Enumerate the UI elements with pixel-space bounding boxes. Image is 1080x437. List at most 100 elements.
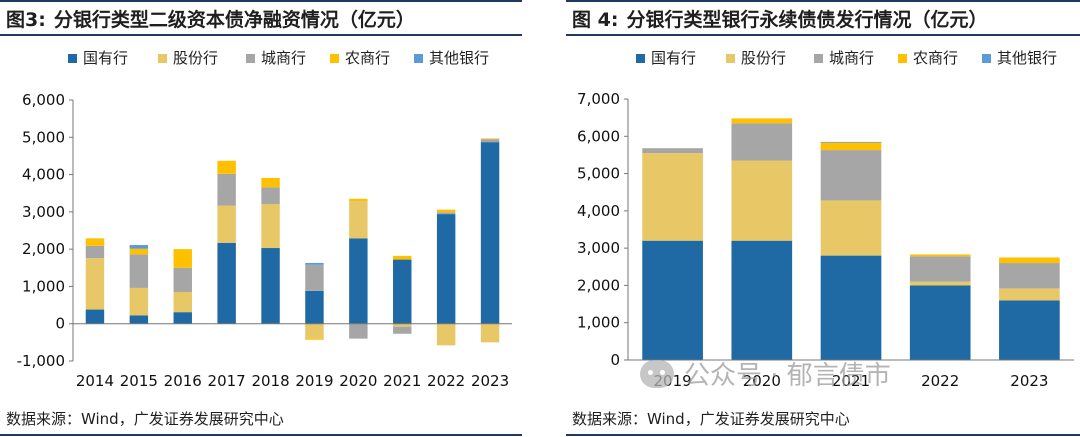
bar-segment (261, 248, 280, 324)
legend-item: 城商行 (246, 49, 306, 67)
data-source: 数据来源：Wind，广发证券发展研究中心 (6, 410, 284, 428)
legend-label: 国有行 (83, 49, 128, 67)
legend-label: 城商行 (829, 49, 874, 67)
legend-swatch (330, 54, 339, 63)
bar-segment (820, 141, 882, 143)
bar-segment (731, 160, 793, 241)
legend-item: 其他银行 (982, 49, 1057, 67)
bar-segment (305, 323, 324, 339)
legend-swatch (982, 54, 991, 63)
legend-label: 股份行 (741, 49, 786, 67)
bar-segment (909, 281, 971, 286)
bar-segment (305, 262, 324, 265)
legend-label: 股份行 (173, 49, 218, 67)
bar-segment (261, 177, 280, 188)
bar-segment (85, 238, 105, 246)
bar-segment (173, 249, 192, 268)
bar-segment (129, 245, 149, 249)
bar-segment (999, 257, 1060, 264)
legend-item: 股份行 (726, 49, 786, 67)
bar-segment (731, 118, 793, 124)
chart-right-svg: 国有行 股份行 城商行 农商行 其他银行 7,000 6,000 5,000 4,000 3,00… (577, 49, 1074, 390)
legend-item: 城商行 (814, 49, 874, 67)
legend-swatch (158, 54, 167, 63)
bar-segment (85, 245, 105, 259)
legend-label: 城商行 (261, 49, 306, 67)
y-tick-label: 7,000 (577, 90, 620, 108)
bar-segment (731, 240, 793, 360)
data-source: 数据来源：Wind，广发证券发展研究中心 (572, 410, 850, 428)
legend-item: 股份行 (158, 49, 218, 67)
figure-label: 图3: (6, 8, 46, 31)
x-tick-label: 2015 (120, 372, 158, 390)
legend-item: 农商行 (330, 49, 390, 67)
bar-segment (642, 153, 703, 241)
legend-item: 其他银行 (414, 49, 489, 67)
y-tick-label: 4,000 (577, 202, 620, 220)
bar-segment (129, 315, 149, 324)
x-tick-label: 2016 (164, 372, 202, 390)
y-tick-label: -1,000 (17, 352, 65, 370)
bar-segment (217, 242, 236, 324)
x-tick-label: 2020 (743, 372, 781, 390)
bar-segment (173, 312, 192, 324)
bar-segment (217, 205, 236, 243)
x-tick-label: 2022 (921, 372, 959, 390)
bar-segment (129, 254, 149, 288)
bar-segment (480, 138, 500, 140)
bar-segment (217, 160, 236, 174)
legend-swatch (636, 54, 645, 63)
bottom-rule (566, 434, 1080, 436)
x-tick-label: 2019 (295, 372, 333, 390)
bar-segment (305, 264, 324, 291)
y-tick-label: 2,000 (577, 276, 620, 294)
x-tick-label: 2022 (427, 372, 465, 390)
x-tick-label: 2023 (1010, 372, 1048, 390)
bar-segment (642, 148, 703, 154)
legend-item: 农商行 (898, 49, 958, 67)
bar-segment (349, 323, 368, 339)
bar-segment (261, 187, 280, 205)
y-tick-label: 2,000 (22, 240, 65, 258)
x-tick-label: 2021 (832, 372, 870, 390)
bar-segment (173, 267, 192, 293)
x-tick-label: 2017 (208, 372, 246, 390)
bar-segment (217, 173, 236, 206)
wechat-icon (640, 359, 674, 388)
bar-segment (436, 209, 456, 213)
y-tick-label: 3,000 (22, 203, 65, 221)
bar-segment (999, 300, 1060, 360)
x-tick-label: 2020 (339, 372, 377, 390)
y-tick-label: 5,000 (22, 128, 65, 146)
figure-label: 图 4: (572, 8, 619, 31)
legend-item: 国有行 (68, 49, 128, 67)
y-tick-label: 1,000 (577, 314, 620, 332)
legend-label: 国有行 (651, 49, 696, 67)
legend-swatch (898, 54, 907, 63)
chart-title: 分银行类型银行永续债债发行情况（亿元） (626, 8, 988, 31)
bar-segment (173, 292, 192, 313)
bar-segment (909, 254, 971, 257)
legend-swatch (414, 54, 423, 63)
bar-segment (305, 338, 324, 340)
y-tick-label: 4,000 (22, 166, 65, 184)
y-tick-label: 0 (55, 315, 65, 333)
bar-segment (393, 323, 412, 327)
bar-segment (820, 142, 882, 151)
bar-segment (305, 290, 324, 324)
bar-segment (436, 323, 456, 346)
watermark: 公众号 · 郁言债市 (640, 355, 891, 392)
legend-swatch (726, 54, 735, 63)
bar-segment (129, 287, 149, 316)
legend-label: 农商行 (345, 49, 390, 67)
bottom-rule (0, 434, 522, 436)
chart-panel-left: 图3: 分银行类型二级资本债净融资情况（亿元） 国有行 股份行 城商行 农商行 其他银行… (0, 0, 522, 437)
bar-segment (820, 200, 882, 256)
bar-segment (820, 255, 882, 360)
x-tick-label: 2023 (471, 372, 509, 390)
bar-segment (480, 139, 500, 143)
legend-swatch (68, 54, 77, 63)
bar-segment (261, 204, 280, 249)
y-tick-label: 1,000 (22, 277, 65, 295)
bar-segment (393, 259, 412, 324)
